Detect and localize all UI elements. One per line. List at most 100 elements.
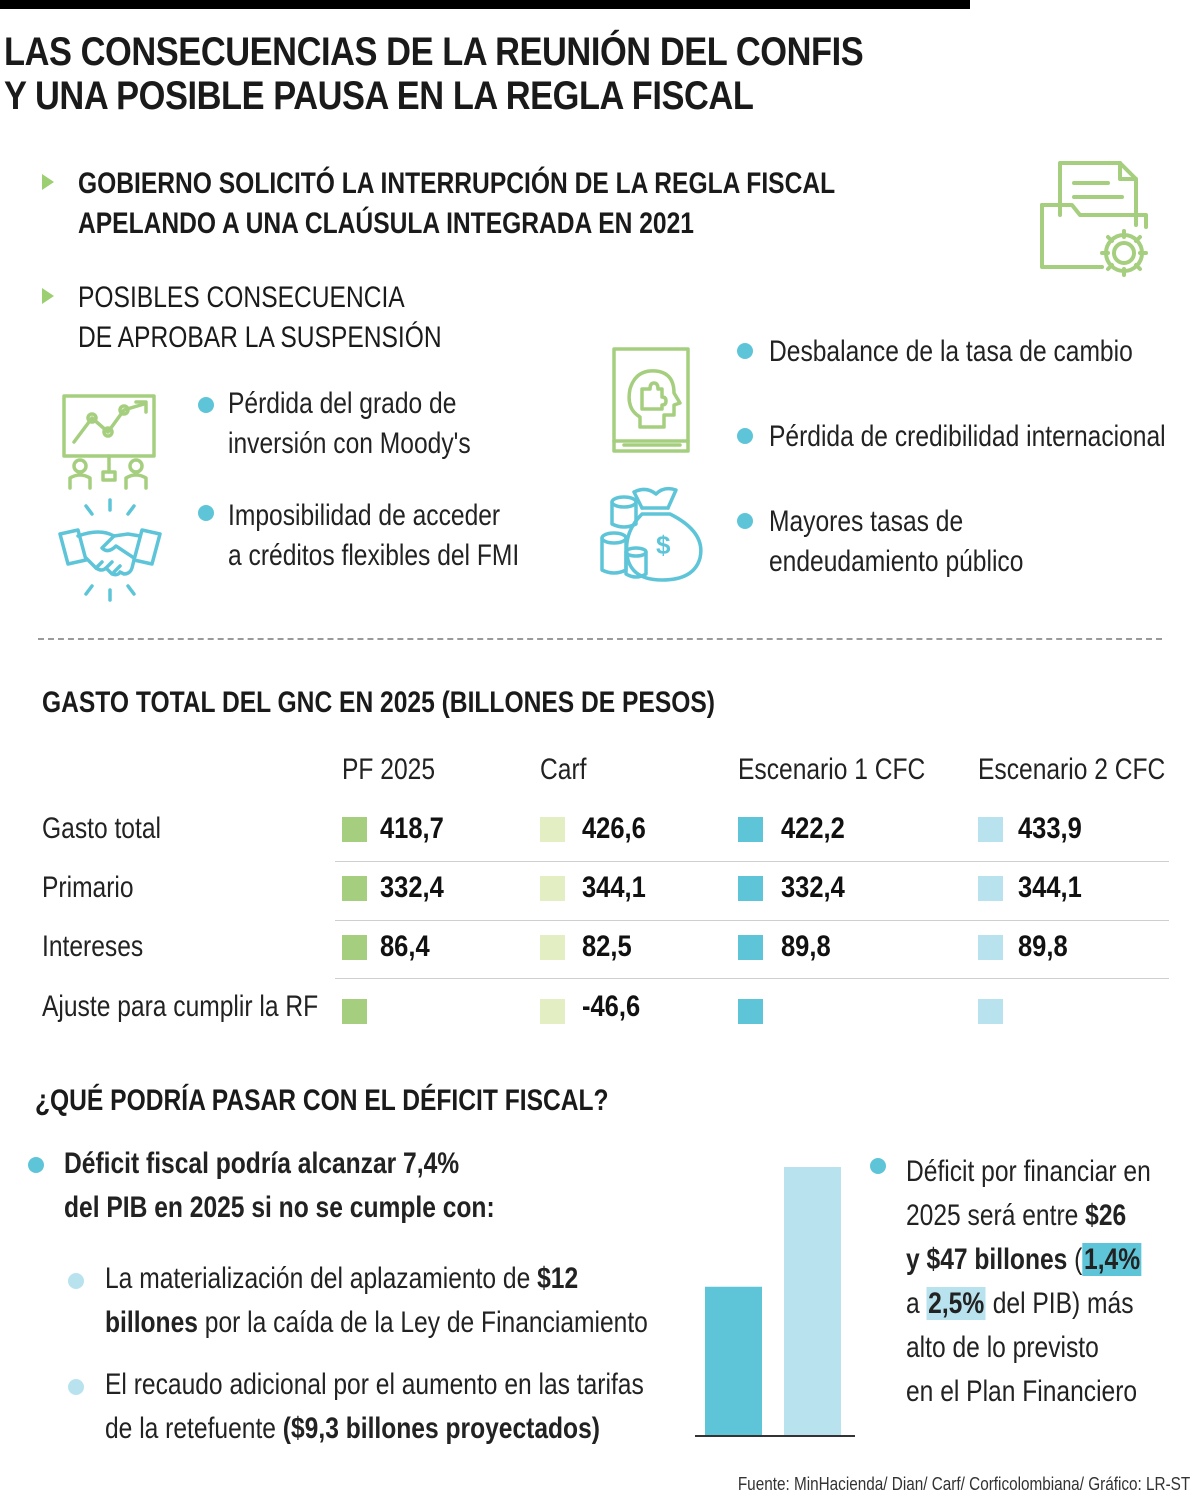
- consequence-moodys: Pérdida del grado de inversión con Moody…: [228, 384, 524, 464]
- consequence-credibility: Pérdida de credibilidad internacional: [769, 417, 1200, 457]
- bullet-dot: [737, 428, 753, 444]
- column-header: Escenario 1 CFC: [738, 752, 966, 788]
- deficit-financing: Déficit por financiar en 2025 será entre…: [906, 1150, 1200, 1414]
- cell-value: 89,8: [781, 930, 831, 963]
- column-header-text: Carf: [540, 753, 587, 786]
- legend-square: [540, 935, 565, 960]
- deficit-main: Déficit fiscal podría alcanzar 7,4% del …: [64, 1142, 589, 1230]
- consequences-heading: POSIBLES CONSECUENCIA DE APROBAR LA SUSP…: [78, 278, 521, 358]
- legend-square: [738, 817, 763, 842]
- intro-headline-line-2: APELANDO A UNA CLAÚSULA INTEGRADA EN 202…: [78, 207, 694, 240]
- table-cell: -46,6: [582, 989, 650, 1025]
- deficit-financing-line-5: alto de lo previsto: [906, 1331, 1099, 1364]
- legend-square: [540, 876, 565, 901]
- bullet-dot: [68, 1273, 84, 1289]
- highlight-value: 2,5%: [926, 1287, 986, 1320]
- text-run: del PIB) más: [985, 1287, 1134, 1320]
- presentation-chart-icon: [62, 394, 156, 490]
- legend-square: [342, 876, 367, 901]
- triangle-bullet-icon: [42, 174, 54, 190]
- deficit-financing-line-2: 2025 será entre $26: [906, 1194, 1151, 1238]
- table-cell: 86,4: [380, 929, 438, 965]
- text-run: La materialización del aplazamiento de: [105, 1262, 538, 1295]
- table-cell: 344,1: [582, 870, 657, 906]
- legend-square: [342, 817, 367, 842]
- consequences-heading-line-1: POSIBLES CONSECUENCIA: [78, 281, 405, 314]
- deficit-sub-2-line-1: El recaudo adicional por el aumento en l…: [105, 1368, 644, 1401]
- row-label: Ajuste para cumplir la RF: [42, 989, 379, 1025]
- legend-square: [738, 999, 763, 1024]
- deficit-bar-2: [784, 1167, 841, 1435]
- row-label-text: Primario: [42, 871, 134, 904]
- bullet-dot: [28, 1157, 44, 1173]
- legend-square: [978, 876, 1003, 901]
- legend-square: [978, 817, 1003, 842]
- cell-value: 89,8: [1018, 930, 1068, 963]
- consequence-text: Mayores tasas de: [769, 505, 964, 538]
- deficit-financing-line-6: en el Plan Financiero: [906, 1375, 1138, 1408]
- cell-value: 332,4: [380, 871, 444, 904]
- column-header: Carf: [540, 752, 597, 788]
- bullet-dot: [198, 397, 214, 413]
- book-head-icon: [612, 347, 690, 453]
- text-run: 2025 será entre: [906, 1199, 1086, 1232]
- cell-value: 332,4: [781, 871, 845, 904]
- column-header-text: Escenario 1 CFC: [738, 753, 926, 786]
- column-header-text: Escenario 2 CFC: [978, 753, 1166, 786]
- legend-square: [342, 935, 367, 960]
- highlight-value: 1,4%: [1082, 1243, 1142, 1276]
- bullet-dot: [68, 1379, 84, 1395]
- cell-value: 422,2: [781, 812, 845, 845]
- handshake-icon: [58, 498, 162, 602]
- table-cell: 418,7: [380, 811, 455, 847]
- bullet-dot: [737, 343, 753, 359]
- text-run: y $47 billones: [906, 1243, 1068, 1276]
- consequence-text: inversión con Moody's: [228, 427, 471, 460]
- row-label: Primario: [42, 870, 154, 906]
- table-cell: 332,4: [781, 870, 856, 906]
- consequence-fmi: Imposibilidad de acceder a créditos flex…: [228, 496, 583, 576]
- legend-square: [978, 935, 1003, 960]
- text-run: por la caída de la Ley de Financiamiento: [197, 1306, 648, 1339]
- source-text: Fuente: MinHacienda/ Dian/ Carf/ Corfico…: [737, 1474, 1190, 1494]
- table-cell: 426,6: [582, 811, 657, 847]
- bullet-dot: [198, 505, 214, 521]
- title-line-2: Y UNA POSIBLE PAUSA EN LA REGLA FISCAL: [4, 74, 754, 118]
- row-label-text: Gasto total: [42, 812, 161, 845]
- row-divider: [335, 920, 1169, 921]
- money-bag-coins-icon: $: [600, 486, 703, 582]
- row-divider: [335, 978, 1169, 979]
- title-line-1: LAS CONSECUENCIAS DE LA REUNIÓN DEL CONF…: [4, 30, 864, 74]
- consequences-heading-line-2: DE APROBAR LA SUSPENSIÓN: [78, 321, 442, 354]
- deficit-bar-1: [705, 1286, 762, 1435]
- text-run: a: [906, 1287, 927, 1320]
- row-label: Gasto total: [42, 811, 187, 847]
- folder-gear-icon: [1040, 161, 1148, 277]
- legend-square: [540, 999, 565, 1024]
- legend-square: [978, 999, 1003, 1024]
- row-label-text: Ajuste para cumplir la RF: [42, 990, 319, 1023]
- table-cell: 82,5: [582, 929, 640, 965]
- text-run: de la retefuente: [105, 1412, 283, 1445]
- legend-square: [738, 876, 763, 901]
- table-cell: 89,8: [781, 929, 839, 965]
- table-cell: 344,1: [1018, 870, 1093, 906]
- deficit-financing-line-1: Déficit por financiar en: [906, 1155, 1151, 1188]
- table-cell: 332,4: [380, 870, 455, 906]
- cell-value: -46,6: [582, 990, 641, 1023]
- text-run: billones: [105, 1306, 198, 1339]
- legend-square: [738, 935, 763, 960]
- deficit-main-line-1: Déficit fiscal podría alcanzar 7,4%: [64, 1147, 460, 1180]
- text-run: ($9,3 billones proyectados): [282, 1412, 600, 1445]
- cell-value: 426,6: [582, 812, 646, 845]
- row-divider: [335, 861, 1169, 862]
- intro-headline: GOBIERNO SOLICITÓ LA INTERRUPCIÓN DE LA …: [78, 164, 1001, 244]
- deficit-title-text: ¿QUÉ PODRÍA PASAR CON EL DÉFICIT FISCAL?: [35, 1084, 609, 1117]
- text-run: (: [1067, 1243, 1083, 1276]
- bullet-dot: [870, 1158, 886, 1174]
- consequence-text: Desbalance de la tasa de cambio: [769, 335, 1133, 368]
- deficit-title: ¿QUÉ PODRÍA PASAR CON EL DÉFICIT FISCAL?: [35, 1083, 734, 1119]
- deficit-sub-1-line-2: billones por la caída de la Ley de Finan…: [105, 1301, 648, 1345]
- page-title: LAS CONSECUENCIAS DE LA REUNIÓN DEL CONF…: [4, 30, 1003, 118]
- cell-value: 344,1: [1018, 871, 1082, 904]
